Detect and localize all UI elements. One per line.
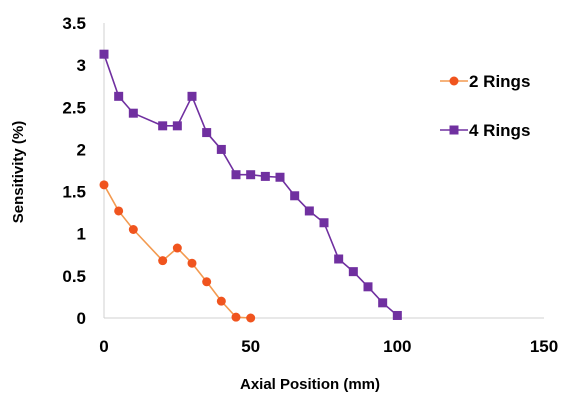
legend-marker (449, 125, 459, 135)
legend-label: 4 Rings (469, 121, 530, 140)
x-tick-label: 100 (383, 337, 411, 356)
series-line-4-rings (103, 53, 398, 317)
data-point (172, 121, 182, 131)
data-point (363, 282, 373, 292)
series-layer (99, 49, 402, 323)
x-tick-label: 0 (99, 337, 108, 356)
series-4-rings (99, 49, 402, 320)
x-axis-title: Axial Position (mm) (240, 376, 380, 393)
legend-item-2-rings: 2 Rings (440, 72, 530, 91)
data-point (187, 258, 197, 268)
data-point (202, 277, 212, 287)
data-point (378, 298, 388, 308)
data-point (128, 225, 138, 234)
legend-label: 2 Rings (469, 72, 530, 91)
data-point (114, 91, 124, 101)
data-point (348, 267, 358, 277)
legend: 2 Rings 4 Rings (440, 72, 530, 140)
data-point (99, 49, 109, 59)
y-axis-title: Sensitivity (%) (10, 121, 27, 224)
data-point (319, 218, 329, 228)
data-point (158, 256, 168, 266)
data-point (216, 296, 226, 306)
y-tick-labels: 0 0.5 1 1.5 2 2.5 3 3.5 (62, 14, 86, 328)
data-point (231, 170, 241, 180)
legend-item-4-rings: 4 Rings (440, 121, 530, 140)
y-tick-label: 1.5 (62, 183, 86, 202)
data-point (334, 254, 344, 264)
series-2-rings (99, 180, 256, 323)
data-point (392, 310, 402, 320)
y-tick-label: 2 (77, 140, 86, 159)
data-point (114, 206, 124, 216)
x-tick-label: 150 (530, 337, 558, 356)
data-point (260, 171, 270, 181)
data-point (128, 108, 138, 118)
data-point (187, 91, 197, 101)
y-tick-label: 0 (77, 309, 86, 328)
data-point (246, 170, 256, 180)
series-line-2-rings (103, 184, 251, 319)
data-point (246, 313, 256, 323)
y-tick-label: 3.5 (62, 14, 86, 33)
data-point (216, 144, 226, 154)
data-point (158, 121, 168, 131)
x-tick-label: 50 (241, 337, 260, 356)
y-tick-label: 0.5 (62, 267, 86, 286)
data-point (202, 128, 212, 138)
data-point (304, 206, 314, 216)
data-point (275, 172, 285, 182)
y-tick-label: 1 (77, 225, 86, 244)
data-point (172, 243, 182, 253)
y-tick-label: 2.5 (62, 98, 86, 117)
x-tick-labels: 0 50 100 150 (99, 337, 558, 356)
data-point (99, 180, 109, 190)
legend-marker (449, 76, 459, 86)
data-point (231, 312, 241, 322)
data-point (290, 191, 300, 201)
y-tick-label: 3 (77, 56, 86, 75)
